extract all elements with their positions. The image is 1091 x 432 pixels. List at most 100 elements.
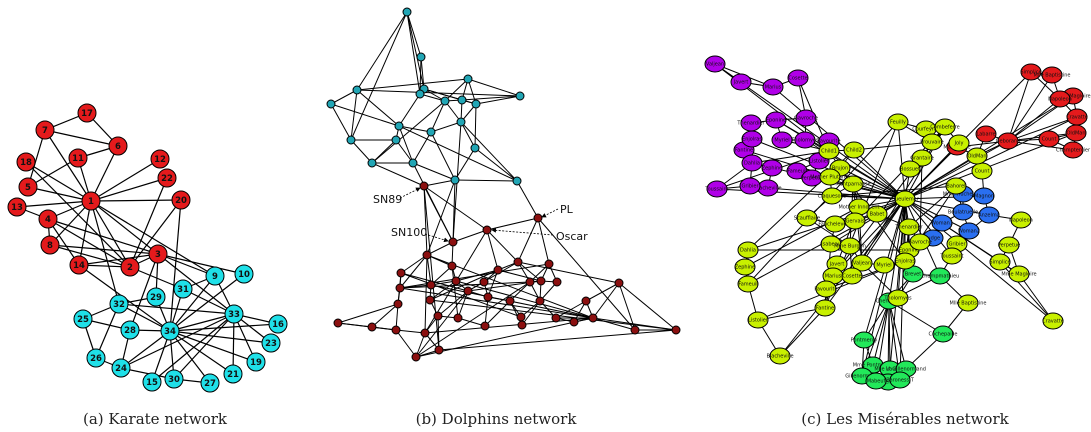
lesmis-node: [794, 131, 816, 149]
dolphins-node: [352, 85, 362, 95]
lesmis-node-label: Fantine: [735, 148, 753, 154]
dolphins-edge: [430, 131, 456, 181]
dolphins-edge: [618, 282, 636, 331]
dolphins-node: [346, 135, 356, 145]
dolphins-edge: [400, 272, 522, 318]
lesmis-node: [998, 236, 1020, 254]
karate-node-23: [261, 333, 281, 353]
lesmis-node-label: Brujon: [832, 166, 848, 172]
lesmis-node: [795, 109, 817, 127]
karate-edge: [44, 129, 92, 202]
dolphins-node: [457, 95, 467, 105]
dolphins-edge: [398, 125, 414, 164]
dolphins-edge: [474, 147, 518, 182]
dolphins-edge: [399, 254, 428, 289]
dolphins-node: [451, 276, 461, 286]
karate-edge: [169, 330, 257, 363]
karate-node-label: 7: [42, 126, 48, 136]
lesmis-node: [934, 118, 956, 136]
dolphins-edge: [457, 317, 486, 327]
karate-edge: [90, 199, 182, 202]
dolphins-edge: [423, 185, 440, 351]
dolphins-edge: [424, 254, 428, 334]
dolphins-edge: [486, 217, 539, 231]
dolphins-node: [450, 175, 460, 185]
dolphins-edge: [497, 269, 542, 282]
lesmis-node-label: Gribier: [741, 184, 759, 190]
lesmis-node: [989, 253, 1011, 271]
dolphins-edge: [592, 317, 636, 331]
karate-node-label: 24: [115, 364, 127, 374]
dolphins-edge: [430, 100, 446, 133]
dolphins-node: [482, 225, 492, 235]
dolphins-node: [479, 277, 489, 287]
karate-node-22: [157, 168, 177, 188]
karate-node-label: 22: [161, 174, 173, 184]
dolphins-edge: [437, 290, 469, 317]
dolphins-node: [440, 96, 450, 106]
lesmis-node: [1020, 63, 1042, 81]
dolphins-node: [588, 313, 598, 323]
dolphins-node: [426, 127, 436, 137]
karate-edge: [44, 129, 119, 147]
lesmis-node-label: Toussaint: [704, 187, 728, 193]
lesmis-edge: [888, 300, 907, 370]
annotation-sn89-arrow: [399, 187, 421, 199]
dolphins-node: [453, 313, 463, 323]
dolphins-node: [367, 322, 377, 332]
karate-edge: [169, 313, 235, 332]
lesmis-node-label: Mme Magloire: [1055, 94, 1090, 100]
lesmis-node-label: Child2: [846, 148, 862, 154]
lesmis-node-label: Mme Burgon: [834, 244, 866, 250]
dolphins-edge: [474, 103, 477, 149]
dolphins-edge: [424, 317, 594, 334]
karate-node-label: 8: [47, 241, 53, 251]
dolphins-node: [426, 280, 436, 290]
lesmis-node: [815, 280, 837, 298]
dolphins-edge: [618, 282, 677, 331]
dolphins-edge: [460, 121, 518, 182]
lesmis-node-label: Gillenormand: [845, 374, 879, 380]
lesmis-node: [957, 294, 979, 312]
lesmis-node-label: Favourite: [814, 287, 837, 293]
dolphins-edge: [454, 147, 476, 181]
lesmis-edge: [1007, 74, 1053, 142]
dolphins-edge: [356, 89, 521, 97]
dolphins-node: [394, 121, 404, 131]
lesmis-node-label: Mme Pontmercy: [853, 363, 894, 369]
dolphins-edge: [395, 139, 414, 164]
lesmis-node-label: Geborand: [996, 139, 1021, 145]
dolphins-edge: [509, 281, 531, 302]
lesmis-node-label: Grantaire: [910, 156, 934, 162]
lesmis-node-label: Mme Hucheloup: [943, 192, 984, 198]
dolphins-edge: [423, 185, 428, 256]
karate-node-1: [81, 191, 101, 211]
lesmis-node-label: Champmathieu: [921, 274, 959, 280]
karate-node-32: [109, 294, 129, 314]
dolphins-edge: [455, 280, 594, 319]
lesmis-edge: [904, 155, 978, 200]
lesmis-node-label: Listolier: [809, 159, 830, 165]
karate-node-15: [142, 372, 162, 392]
dolphins-node: [367, 158, 377, 168]
karate-edge: [16, 200, 92, 208]
lesmis-node: [931, 214, 953, 232]
karate-node-7: [35, 120, 55, 140]
karate-edge: [151, 313, 235, 383]
dolphins-node: [480, 321, 490, 331]
lesmis-node-label: Claquesous: [818, 194, 847, 200]
dolphins-node: [512, 176, 522, 186]
lesmis-node-label: Zephine: [735, 265, 755, 271]
karate-node-label: 6: [115, 142, 121, 152]
karate-node-label: 20: [175, 196, 187, 206]
lesmis-node-label: Labarre: [976, 132, 995, 138]
dolphins-node: [408, 158, 418, 168]
dolphins-edge: [451, 265, 459, 319]
lesmis-edge: [830, 198, 906, 245]
karate-node-label: 3: [155, 250, 161, 260]
karate-edge: [27, 157, 79, 188]
karate-node-11: [68, 148, 88, 168]
dolphins-edge: [350, 11, 408, 141]
karate-edge: [25, 161, 92, 202]
lesmis-node-label: Courfeyrac: [912, 127, 940, 133]
